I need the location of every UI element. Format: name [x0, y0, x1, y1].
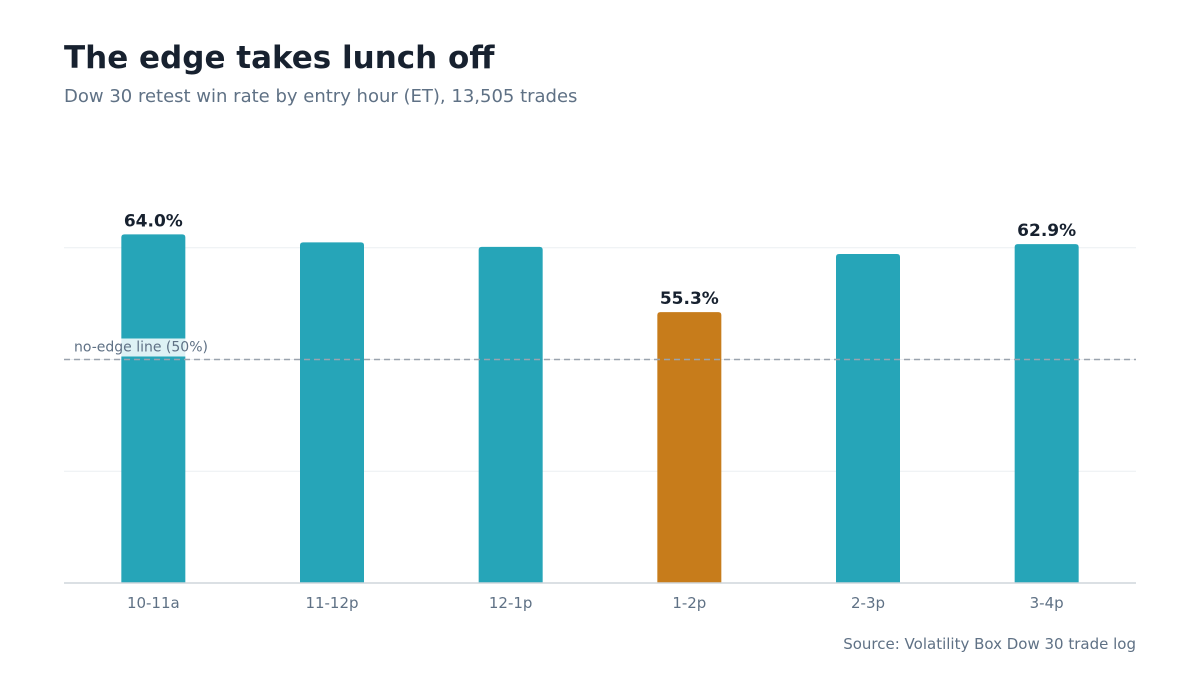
bar-10-11a: [121, 234, 186, 583]
source-note: Source: Volatility Box Dow 30 trade log: [843, 635, 1136, 653]
bar-11-12p: [300, 242, 364, 584]
data-label: 64.0%: [124, 211, 183, 231]
bar-1-2p: [657, 312, 722, 583]
x-tick-label: 3-4p: [1030, 594, 1064, 612]
x-tick-label: 10-11a: [127, 594, 180, 612]
x-tick-label: 2-3p: [851, 594, 885, 612]
reference-line-label: no-edge line (50%): [74, 340, 208, 356]
bar-2-3p: [836, 254, 900, 583]
reference-label-background: [71, 338, 211, 357]
data-label: 62.9%: [1017, 221, 1076, 241]
x-tick-label: 11-12p: [305, 594, 358, 612]
x-tick-label: 1-2p: [672, 594, 706, 612]
bar-12-1p: [478, 246, 543, 583]
chart-subtitle: Dow 30 retest win rate by entry hour (ET…: [64, 86, 578, 107]
x-tick-label: 12-1p: [489, 594, 533, 612]
chart-title: The edge takes lunch off: [64, 40, 495, 76]
bar-3-4p: [1014, 244, 1079, 583]
data-label: 55.3%: [660, 289, 719, 309]
